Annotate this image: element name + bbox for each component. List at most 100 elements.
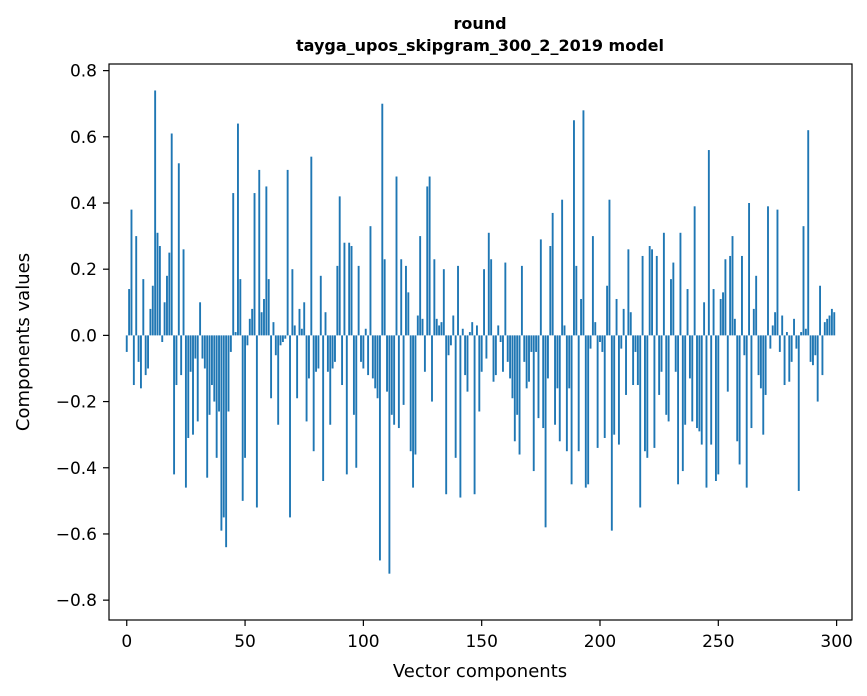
bar — [615, 298, 618, 336]
bar — [712, 289, 715, 336]
y-tick-label: −0.6 — [56, 525, 97, 545]
bar — [263, 298, 265, 336]
bar — [210, 335, 213, 386]
bar — [348, 242, 351, 336]
bar — [293, 325, 296, 336]
bar — [546, 335, 549, 379]
y-tick-label: −0.8 — [56, 591, 97, 611]
bar — [405, 265, 407, 336]
bar — [317, 335, 320, 369]
bar — [636, 335, 639, 386]
bar — [667, 335, 670, 422]
bar — [213, 335, 216, 402]
bar — [149, 308, 152, 336]
bar — [492, 335, 495, 382]
bar — [253, 193, 256, 336]
bar — [710, 335, 713, 445]
bar — [232, 193, 235, 336]
bar — [369, 226, 372, 336]
bar — [821, 335, 824, 376]
bar — [272, 322, 275, 336]
bar — [596, 335, 599, 448]
x-tick-label: 0 — [121, 632, 132, 652]
bar — [606, 285, 609, 336]
bar — [291, 269, 294, 336]
bar — [629, 312, 632, 336]
bar — [274, 335, 277, 356]
bar — [819, 285, 821, 336]
bar — [452, 315, 455, 336]
bar — [833, 312, 836, 336]
bar — [804, 328, 807, 336]
bar — [246, 335, 249, 346]
bar — [504, 262, 507, 336]
bar — [421, 318, 424, 336]
bar — [535, 335, 538, 352]
bar — [674, 335, 677, 372]
bar — [435, 318, 438, 336]
bar — [525, 335, 528, 389]
bar — [305, 335, 308, 422]
bar — [800, 332, 803, 336]
bar — [587, 335, 590, 485]
bar — [466, 335, 469, 392]
bar — [790, 335, 793, 362]
bar — [360, 335, 362, 362]
bar — [414, 335, 417, 455]
bar — [648, 246, 651, 336]
bar — [362, 335, 365, 369]
bar — [364, 328, 367, 336]
bar — [542, 335, 545, 429]
y-tick-label: 0.8 — [70, 62, 97, 82]
bar — [558, 335, 561, 442]
bar — [714, 335, 717, 481]
bar — [774, 312, 777, 336]
bar — [733, 318, 736, 336]
bar — [497, 325, 500, 336]
bar — [809, 335, 812, 362]
bar — [388, 335, 391, 574]
bar — [511, 335, 514, 399]
bar — [312, 335, 315, 452]
bar — [241, 335, 244, 501]
bar — [528, 335, 530, 382]
bar — [132, 335, 135, 386]
bar — [447, 335, 450, 356]
bar — [440, 322, 443, 336]
bar — [544, 335, 547, 528]
bar — [248, 318, 251, 336]
bar — [823, 322, 826, 336]
bar — [343, 242, 346, 336]
bar — [622, 308, 625, 336]
bar — [151, 285, 154, 336]
bar — [457, 265, 459, 336]
bar — [599, 335, 601, 342]
bar — [745, 335, 748, 488]
bar — [222, 335, 225, 518]
bar — [182, 249, 185, 336]
bar — [520, 265, 523, 336]
bar — [438, 325, 441, 336]
bar — [577, 335, 580, 452]
bar — [617, 335, 620, 445]
bar — [506, 335, 509, 362]
bar — [400, 259, 403, 336]
bar — [431, 335, 433, 402]
bar — [239, 279, 242, 336]
bar — [584, 335, 587, 488]
x-tick-label: 250 — [702, 632, 734, 652]
bar — [203, 335, 206, 369]
bar — [570, 335, 573, 485]
bar — [412, 335, 415, 488]
bar — [568, 335, 571, 389]
bar — [769, 335, 772, 349]
bar — [672, 262, 675, 336]
bar — [409, 335, 412, 452]
bar — [187, 335, 190, 438]
bar — [691, 335, 694, 422]
bar — [196, 335, 199, 422]
bar — [423, 335, 426, 372]
bar — [147, 335, 149, 369]
bar — [518, 335, 521, 455]
